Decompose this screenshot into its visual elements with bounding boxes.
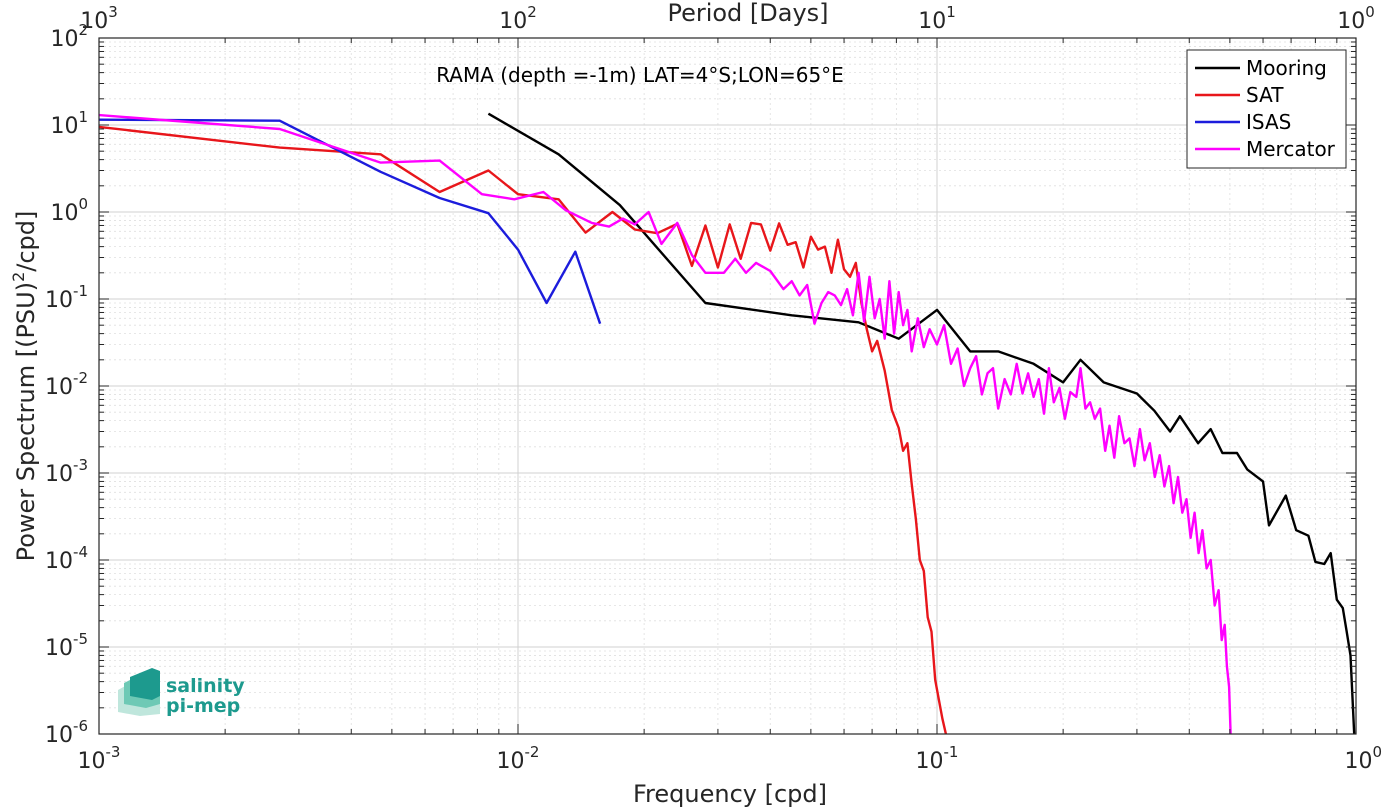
top-tick-label-exp: 3: [108, 3, 118, 21]
y-tick-label-exp: 1: [78, 108, 88, 126]
y-tick-label-exp: -5: [73, 630, 88, 648]
y-tick-label-exp: -4: [73, 543, 88, 561]
y-axis-label-tail: /cpd]: [12, 211, 40, 272]
legend-label-mercator: Mercator: [1246, 137, 1336, 161]
x-tick-label-exp: -3: [106, 743, 121, 761]
y-tick-label-base: 10: [50, 201, 78, 226]
top-tick-label-exp: 1: [946, 3, 956, 21]
y-tick-label-base: 10: [50, 114, 78, 139]
y-tick-label-exp: -1: [73, 282, 88, 300]
top-tick-label: 101: [918, 3, 956, 34]
y-tick-label: 10-3: [45, 456, 88, 487]
top-tick-label: 100: [1337, 3, 1375, 34]
y-tick-label-exp: 2: [78, 21, 88, 39]
y-tick-label: 10-6: [45, 717, 88, 748]
x-tick-label-base: 10: [78, 749, 106, 774]
x-tick-label-exp: 0: [1372, 743, 1382, 761]
y-tick-label: 100: [50, 195, 88, 226]
legend-items: Mooring SAT ISAS Mercator: [1195, 56, 1336, 161]
y-tick-label-exp: -3: [73, 456, 88, 474]
y-tick-label-exp: 0: [78, 195, 88, 213]
y-tick-label-exp: -6: [73, 717, 88, 735]
top-tick-label: 103: [80, 3, 118, 34]
axis-ticks: [98, 38, 1356, 735]
logo-mark-icon: [118, 668, 160, 716]
chart-title: RAMA (depth =-1m) LAT=4°S;LON=65°E: [436, 63, 844, 87]
y-tick-label-base: 10: [45, 288, 73, 313]
top-axis-label: Period [Days]: [667, 0, 828, 27]
logo: salinity pi-mep: [118, 668, 245, 717]
y-axis-label-main: Power Spectrum [(PSU): [12, 282, 40, 561]
series-line-mooring: [487, 112, 1356, 734]
y-tick-label: 101: [50, 108, 88, 139]
top-tick-label-base: 10: [499, 9, 527, 34]
top-tick-label: 102: [499, 3, 537, 34]
y-tick-label: 102: [50, 21, 88, 52]
top-tick-label-base: 10: [918, 9, 946, 34]
top-tick-label-exp: 0: [1365, 3, 1375, 21]
y-tick-label-exp: -2: [73, 369, 88, 387]
x-tick-label: 10-1: [916, 743, 959, 774]
y-tick-label-base: 10: [45, 462, 73, 487]
y-tick-label-base: 10: [45, 723, 73, 748]
y-axis-label: Power Spectrum [(PSU)2/cpd]: [9, 211, 40, 562]
x-tick-label: 10-2: [497, 743, 540, 774]
legend-label-isas: ISAS: [1246, 110, 1291, 134]
x-tick-label-base: 10: [497, 749, 525, 774]
y-tick-label-base: 10: [50, 27, 78, 52]
x-tick-label-base: 10: [916, 749, 944, 774]
top-tick-label-base: 10: [80, 9, 108, 34]
logo-line2: pi-mep: [166, 695, 240, 717]
y-tick-label-base: 10: [45, 549, 73, 574]
y-tick-label: 10-5: [45, 630, 88, 661]
series-line-sat: [99, 125, 948, 734]
series-line-mercator: [99, 113, 1232, 734]
y-axis-label-sup: 2: [9, 272, 28, 282]
top-tick-label-exp: 2: [527, 3, 537, 21]
logo-line1: salinity: [166, 675, 245, 697]
y-tick-label: 10-1: [45, 282, 88, 313]
x-tick-label: 10-3: [78, 743, 121, 774]
y-tick-label: 10-4: [45, 543, 88, 574]
y-tick-label-base: 10: [45, 636, 73, 661]
legend-label-mooring: Mooring: [1246, 56, 1327, 80]
y-tick-label-base: 10: [45, 375, 73, 400]
x-tick-label: 100: [1344, 743, 1382, 774]
x-tick-label-exp: -1: [944, 743, 959, 761]
x-axis-label: Frequency [cpd]: [633, 780, 827, 808]
series-lines: [99, 112, 1356, 734]
y-tick-label: 10-2: [45, 369, 88, 400]
series-line-isas: [99, 118, 602, 325]
legend: Mooring SAT ISAS Mercator: [1186, 49, 1347, 169]
x-tick-label-exp: -2: [525, 743, 540, 761]
x-tick-label-base: 10: [1344, 749, 1372, 774]
top-tick-label-base: 10: [1337, 9, 1365, 34]
legend-label-sat: SAT: [1246, 83, 1284, 107]
